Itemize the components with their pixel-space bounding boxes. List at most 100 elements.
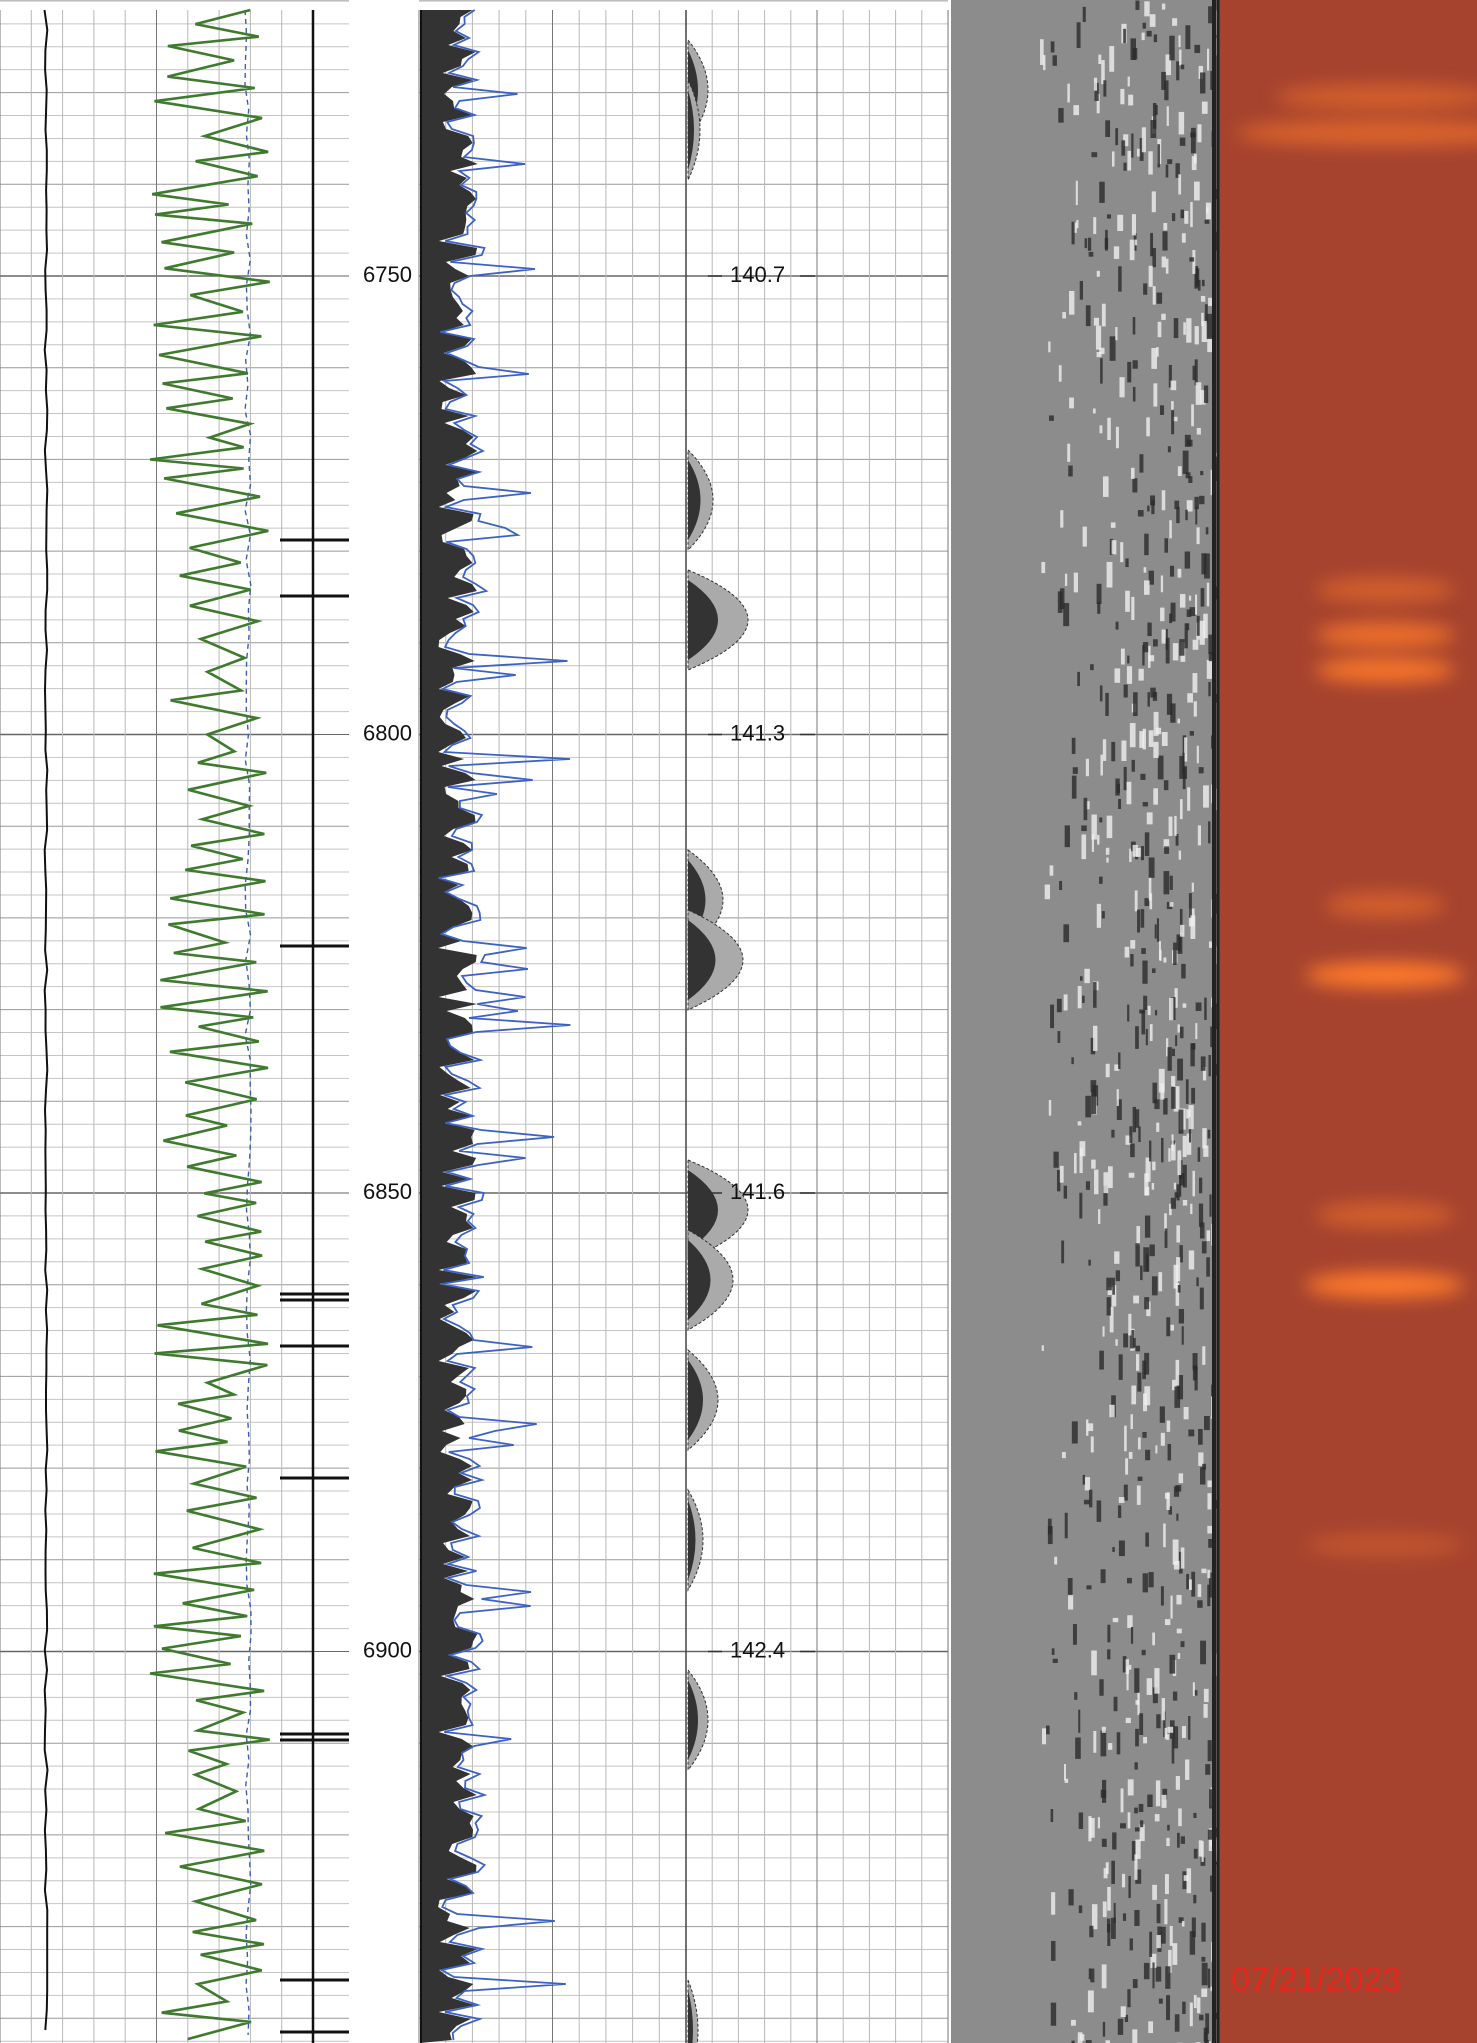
texture: [1203, 385, 1209, 404]
texture: [1081, 834, 1087, 860]
texture: [1096, 93, 1100, 114]
texture: [1061, 1452, 1066, 1459]
texture: [1112, 1832, 1117, 1850]
texture: [1196, 615, 1200, 636]
texture: [1178, 174, 1182, 195]
texture: [1204, 997, 1207, 1020]
texture: [1196, 427, 1201, 435]
texture: [1168, 1148, 1171, 1162]
texture: [1131, 596, 1135, 621]
texture: [1133, 692, 1138, 717]
texture: [1194, 359, 1198, 386]
texture: [1176, 507, 1180, 524]
texture: [1149, 893, 1153, 910]
texture: [1071, 775, 1077, 799]
texture: [1209, 1194, 1212, 1217]
texture: [1128, 1313, 1132, 1336]
texture: [1088, 1968, 1091, 1980]
texture: [1188, 893, 1192, 918]
texture: [1188, 1579, 1192, 1590]
texture: [1063, 1185, 1068, 1199]
texture: [1123, 684, 1128, 698]
texture: [1109, 46, 1115, 72]
texture: [1163, 1523, 1166, 1548]
texture: [1204, 553, 1210, 579]
texture: [1119, 377, 1125, 398]
texture: [1064, 1778, 1069, 1783]
texture: [1131, 1385, 1137, 1405]
texture: [1192, 639, 1199, 650]
texture: [1177, 1652, 1181, 1659]
texture: [1072, 1624, 1077, 1645]
texture: [1154, 1814, 1160, 1822]
texture: [1103, 80, 1107, 97]
texture: [1112, 1617, 1119, 1623]
texture: [1157, 144, 1160, 168]
texture: [1197, 825, 1201, 846]
texture: [1105, 692, 1109, 716]
texture: [1207, 1584, 1211, 1607]
texture: [1154, 924, 1157, 939]
texture: [1090, 1080, 1097, 1092]
texture: [1201, 320, 1208, 342]
texture: [1152, 1687, 1158, 1704]
texture: [1141, 1649, 1146, 1656]
texture: [1175, 834, 1179, 846]
texture: [1176, 61, 1180, 81]
texture: [1152, 103, 1157, 129]
labels: 6750 6800 6850 6900 140.7 141.3 141.6 142.4: [363, 262, 815, 1662]
texture: [1172, 1539, 1179, 1565]
texture: [1117, 2018, 1124, 2035]
texture: [1152, 1161, 1156, 1171]
texture: [1171, 1075, 1176, 1087]
texture: [1139, 138, 1144, 161]
texture: [1164, 1899, 1168, 1925]
texture: [1166, 1995, 1171, 2021]
texture: [1125, 1458, 1129, 1475]
texture: [1051, 1892, 1056, 1915]
texture: [1149, 1024, 1153, 1042]
texture: [1185, 1759, 1190, 1780]
texture: [1145, 1449, 1151, 1461]
texture: [1214, 801, 1219, 811]
texture: [1173, 1264, 1179, 1289]
texture: [1064, 573, 1068, 587]
texture: [1187, 693, 1194, 703]
texture: [1123, 28, 1126, 44]
texture: [1173, 942, 1177, 966]
texture: [1118, 1354, 1123, 1380]
texture: [1106, 214, 1111, 219]
texture: [1193, 701, 1197, 717]
texture: [1069, 290, 1075, 315]
texture: [1132, 317, 1136, 335]
texture: [1063, 924, 1070, 943]
texture: [1110, 1917, 1116, 1939]
texture: [1116, 1089, 1119, 1106]
texture: [1072, 767, 1078, 774]
texture: [1047, 1518, 1052, 1535]
texture: [1159, 1406, 1165, 1423]
texture: [1121, 1873, 1126, 1888]
texture: [1090, 1968, 1095, 1983]
texture: [1106, 1277, 1112, 1291]
texture: [1172, 1379, 1176, 1391]
texture: [1147, 1005, 1151, 1016]
texture: [1085, 1095, 1091, 1118]
texture: [1138, 668, 1144, 681]
texture: [1093, 981, 1097, 1008]
texture: [1124, 946, 1130, 958]
texture: [1044, 884, 1051, 900]
texture: [1101, 60, 1105, 85]
texture: [1102, 1326, 1105, 1337]
texture: [1067, 1578, 1073, 1597]
texture: [1092, 408, 1096, 414]
texture: [1159, 949, 1162, 961]
texture: [1177, 1150, 1182, 1176]
texture: [1164, 1874, 1169, 1895]
texture: [1117, 1505, 1122, 1518]
texture: [1198, 279, 1201, 291]
texture: [1172, 1943, 1178, 1965]
texture: [1141, 948, 1146, 955]
texture: [1139, 454, 1144, 473]
texture: [1177, 466, 1182, 477]
